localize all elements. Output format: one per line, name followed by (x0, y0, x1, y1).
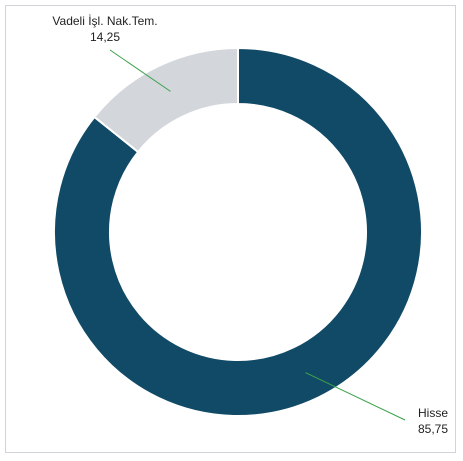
slice-label-vadeli: Vadeli İşl. Nak.Tem. (52, 14, 157, 28)
leader-line-hisse (305, 372, 406, 421)
slice-hisse (53, 46, 423, 417)
slice-value-vadeli: 14,25 (90, 30, 120, 44)
slice-label-hisse: Hisse (418, 406, 448, 420)
slice-value-hisse: 85,75 (418, 422, 448, 436)
slice-vadeli (92, 46, 239, 154)
slices (53, 46, 423, 417)
leader-lines (109, 49, 406, 421)
leader-line-vadeli (109, 49, 171, 92)
